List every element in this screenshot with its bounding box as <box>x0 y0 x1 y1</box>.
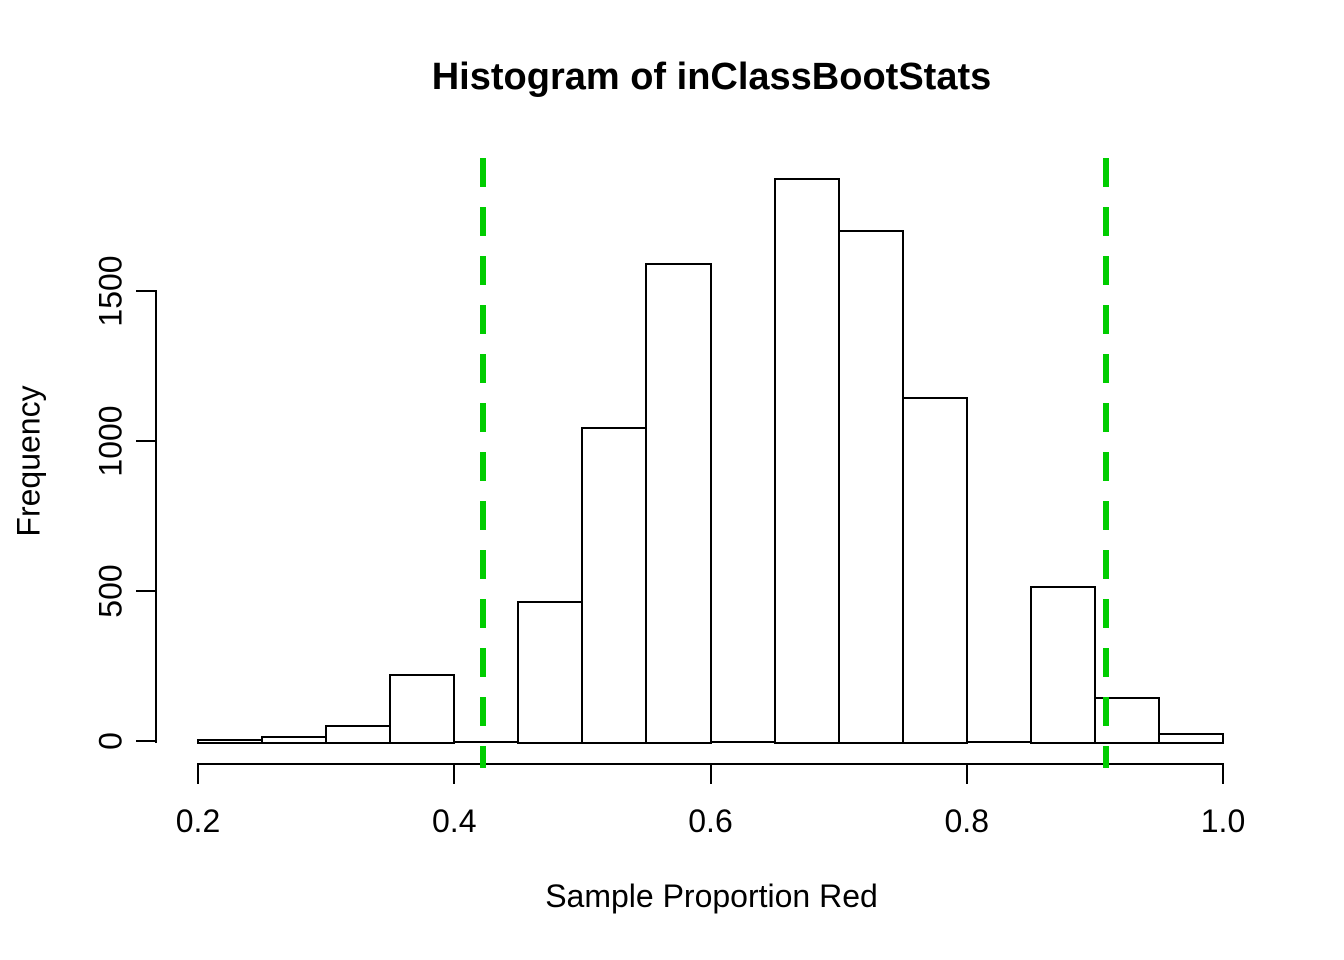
histogram-bar <box>389 674 456 744</box>
x-axis-label: Sample Proportion Red <box>545 878 878 914</box>
histogram-bar <box>1157 732 1224 744</box>
histogram-bar <box>261 735 328 744</box>
histogram-bar <box>517 600 584 744</box>
y-axis-tick <box>136 740 155 742</box>
histogram-bar <box>837 230 904 744</box>
histogram-bar <box>1029 585 1096 744</box>
histogram-bar <box>645 263 712 744</box>
y-tick-label-text: 1000 <box>92 405 129 477</box>
x-tick-label: 0.2 <box>175 803 221 839</box>
y-axis-line <box>155 290 157 743</box>
x-tick-label: 0.8 <box>944 803 989 839</box>
histogram-zero-bin-baseline <box>709 741 776 743</box>
y-axis-tick <box>136 590 155 592</box>
x-axis-tick <box>453 763 456 784</box>
x-tick-label: 0.4 <box>432 803 477 839</box>
x-axis-tick <box>965 763 968 784</box>
histogram-zero-bin-baseline <box>965 741 1032 743</box>
histogram-bar <box>581 426 648 744</box>
lower-bound-line <box>480 158 487 768</box>
x-axis-tick <box>709 763 712 784</box>
y-tick-label-text: 0 <box>92 732 129 750</box>
x-tick-label: 0.6 <box>688 803 733 839</box>
x-axis-tick <box>1222 763 1224 784</box>
histogram-bar <box>197 738 264 744</box>
y-axis-tick <box>136 290 155 292</box>
histogram-bar <box>773 177 840 744</box>
y-axis-tick <box>136 440 155 442</box>
upper-bound-line <box>1103 158 1110 768</box>
histogram-zero-bin-baseline <box>453 741 520 743</box>
chart-title: Histogram of inClassBootStats <box>431 56 992 98</box>
histogram-bar <box>325 725 392 744</box>
x-tick-label: 1.0 <box>1200 803 1246 839</box>
x-axis-tick <box>197 763 199 784</box>
y-tick-label-text: 500 <box>92 564 129 618</box>
y-tick-label-text: 1500 <box>92 255 129 327</box>
histogram-bar <box>901 396 968 744</box>
